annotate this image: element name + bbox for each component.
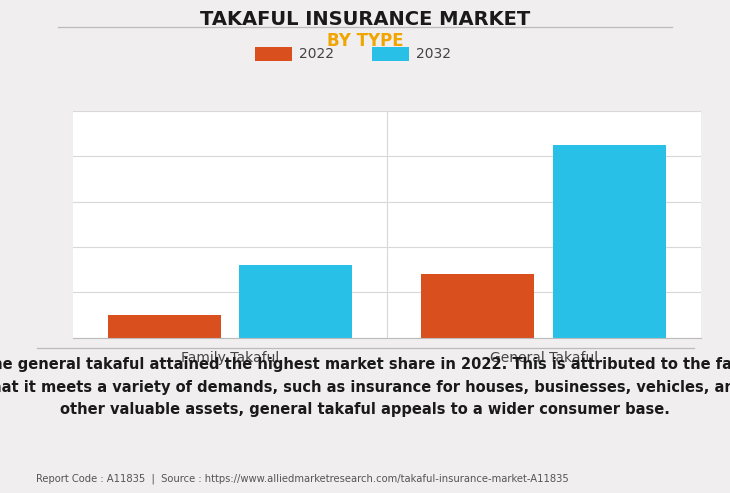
Text: 2022: 2022: [299, 47, 334, 61]
Bar: [421, 274, 534, 338]
Text: TAKAFUL INSURANCE MARKET: TAKAFUL INSURANCE MARKET: [200, 10, 530, 29]
Bar: [107, 315, 220, 338]
Bar: [239, 265, 353, 338]
Text: BY TYPE: BY TYPE: [327, 32, 403, 50]
Text: 2032: 2032: [416, 47, 451, 61]
Text: Report Code : A11835  |  Source : https://www.alliedmarketresearch.com/takaful-i: Report Code : A11835 | Source : https://…: [36, 474, 569, 484]
Bar: [553, 145, 666, 338]
Text: The general takaful attained the highest market share in 2022. This is attribute: The general takaful attained the highest…: [0, 357, 730, 417]
